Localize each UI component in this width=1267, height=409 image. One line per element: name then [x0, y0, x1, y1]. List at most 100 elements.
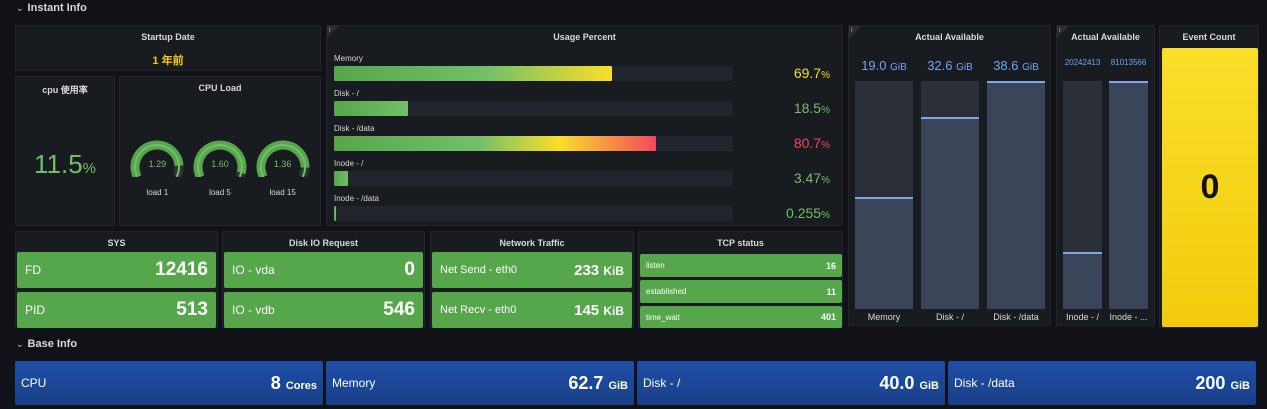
usage-bar-track: [334, 66, 733, 81]
net-send-stat: Net Send - eth0 233 KiB: [432, 252, 632, 288]
gauge-outline: [259, 144, 306, 178]
column-bar-top: [1109, 81, 1148, 83]
stat-value: 12416: [155, 259, 208, 280]
cpu-usage-stat: 11.5%: [16, 149, 114, 180]
usage-bar-label: Disk - /data: [334, 124, 375, 133]
column-bar-top: [921, 117, 979, 119]
column-bar-top: [855, 197, 913, 199]
usage-bar-label: Inode - /data: [334, 194, 379, 203]
column-bar-top: [987, 81, 1045, 83]
startup-value: 1 年前: [152, 55, 184, 67]
column-track: [855, 81, 913, 309]
stat-value: 401: [820, 312, 836, 322]
sys-pid-stat: PID 513: [17, 292, 216, 328]
stat-value: 11: [826, 286, 836, 297]
panel-title: Startup Date: [141, 32, 195, 42]
stat-label: IO - vdb: [232, 303, 275, 317]
base-info-stat: Disk - / 40.0 GiB: [637, 361, 945, 405]
stat-label: CPU: [21, 376, 47, 390]
info-icon[interactable]: i: [1057, 26, 1069, 38]
column-bar-top: [1063, 252, 1102, 254]
io-vdb-stat: IO - vdb 546: [224, 292, 423, 328]
row-base-info[interactable]: ⌄ Base Info: [16, 338, 77, 350]
stat-unit: GiB: [608, 379, 628, 392]
actual-available-panel: i Actual Available 19.0 GiB Memory 32.6 Gi…: [848, 25, 1051, 326]
info-icon[interactable]: i: [327, 26, 339, 38]
value-number: 0.255: [786, 205, 822, 221]
stat-label: Net Send - eth0: [440, 264, 518, 276]
row-title: Base Info: [27, 338, 78, 350]
value-unit: %: [821, 140, 830, 151]
usage-bar-track: [334, 136, 733, 151]
value-number: 38.6: [993, 58, 1019, 73]
column-label: Memory: [867, 312, 901, 322]
column-value: 81013566: [1105, 58, 1152, 67]
event-count-panel: Event Count 0: [1159, 25, 1259, 328]
cpu-usage-unit: %: [82, 160, 97, 177]
stat-label: PID: [25, 303, 46, 317]
gauge-label: load 5: [209, 188, 231, 197]
usage-bar-value: 18.5%: [794, 100, 830, 116]
gauge-value: 1.29: [148, 159, 167, 169]
base-info-stat: Disk - /data 200 GiB: [948, 361, 1256, 405]
column-track: [921, 81, 979, 309]
disk-io-panel: Disk IO Request IO - vda 0 IO - vdb 546: [222, 231, 425, 328]
stat-value: 8: [270, 372, 281, 393]
usage-bar-track: [334, 101, 733, 116]
stat-unit: KiB: [603, 263, 624, 278]
gauge-value: 1.60: [211, 159, 229, 169]
stat-label: FD: [25, 263, 41, 277]
value-unit: %: [821, 175, 830, 186]
base-info-stat: CPU 8 Cores: [15, 361, 323, 405]
value-number: 20242413: [1064, 58, 1101, 67]
tcp-time-wait-stat: time_wait 401: [640, 306, 842, 328]
column-value: 20242413: [1059, 58, 1106, 67]
usage-bar-track: [334, 206, 733, 221]
value-number: 18.5: [793, 100, 822, 116]
gauge-outline: [197, 144, 243, 178]
panel-title: Network Traffic: [499, 238, 565, 248]
cpu-usage-value: 11.5: [33, 149, 83, 179]
stat-label: Disk - /data: [954, 376, 1015, 390]
stat-value: 40.0: [879, 372, 915, 393]
stat-value: 513: [176, 299, 208, 320]
column-value: 32.6 GiB: [917, 58, 983, 73]
column-value: 38.6 GiB: [983, 58, 1049, 73]
chevron-down-icon: ⌄: [16, 2, 24, 13]
info-icon[interactable]: i: [849, 26, 861, 38]
network-traffic-panel: Network Traffic Net Send - eth0 233 KiB …: [430, 231, 634, 328]
value-unit: GiB: [1022, 62, 1039, 73]
column-bar: [1063, 252, 1102, 309]
stat-label: IO - vda: [232, 263, 275, 277]
panel-title: Disk IO Request: [288, 238, 359, 248]
usage-percent-panel: i Usage Percent Memory 69.7% Disk - / 18.5%…: [326, 25, 843, 226]
net-recv-stat: Net Recv - eth0 145 KiB: [432, 292, 632, 328]
stat-value: 546: [383, 299, 415, 320]
load-gauge: 1.36 load 15: [255, 137, 311, 197]
value-number: 69.7: [793, 65, 822, 81]
value-unit: %: [821, 70, 830, 81]
stat-value-group: 8 Cores: [271, 373, 317, 394]
stat-value-group: 62.7 GiB: [568, 373, 628, 394]
panel-title: cpu 使用率: [42, 85, 88, 95]
value-number: 3.47: [793, 170, 822, 186]
usage-bar-fill: [334, 136, 656, 151]
value-unit: GiB: [890, 62, 907, 73]
column-label: Inode - /: [1065, 312, 1100, 322]
stat-value-group: 40.0 GiB: [879, 373, 939, 394]
stat-unit: GiB: [919, 379, 939, 392]
value-number: 19.0: [861, 58, 887, 73]
column-label: Disk - /: [936, 312, 964, 322]
actual-available-inode-panel: i Actual Available 20242413 Inode - / 8101…: [1056, 25, 1155, 326]
stat-label: Memory: [332, 376, 376, 390]
stat-label: listen: [646, 261, 665, 270]
usage-bar-label: Memory: [334, 54, 363, 63]
row-instant-info[interactable]: ⌄ Instant Info: [16, 2, 87, 14]
usage-bar-label: Disk - /: [334, 89, 359, 98]
gauge-arc: [256, 140, 310, 180]
column-bar: [855, 197, 913, 309]
base-info-stat: Memory 62.7 GiB: [326, 361, 634, 405]
usage-bar-value: 3.47%: [794, 170, 830, 186]
column-value: 19.0 GiB: [851, 58, 917, 73]
gauge-arc: [193, 140, 247, 180]
